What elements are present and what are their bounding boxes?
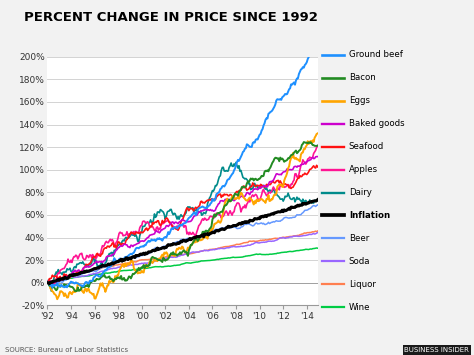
Text: Dairy: Dairy xyxy=(349,188,372,197)
Text: Liquor: Liquor xyxy=(349,280,375,289)
Text: PERCENT CHANGE IN PRICE SINCE 1992: PERCENT CHANGE IN PRICE SINCE 1992 xyxy=(24,11,318,24)
Text: Soda: Soda xyxy=(349,257,370,266)
Text: Ground beef: Ground beef xyxy=(349,50,402,59)
Text: Apples: Apples xyxy=(349,165,378,174)
Text: Seafood: Seafood xyxy=(349,142,384,151)
Text: Baked goods: Baked goods xyxy=(349,119,404,128)
Text: SOURCE: Bureau of Labor Statistics: SOURCE: Bureau of Labor Statistics xyxy=(5,347,128,353)
Text: Inflation: Inflation xyxy=(349,211,390,220)
Text: Beer: Beer xyxy=(349,234,369,243)
Text: Bacon: Bacon xyxy=(349,73,375,82)
Text: Eggs: Eggs xyxy=(349,96,370,105)
Text: BUSINESS INSIDER: BUSINESS INSIDER xyxy=(404,347,469,353)
Text: Wine: Wine xyxy=(349,303,370,312)
